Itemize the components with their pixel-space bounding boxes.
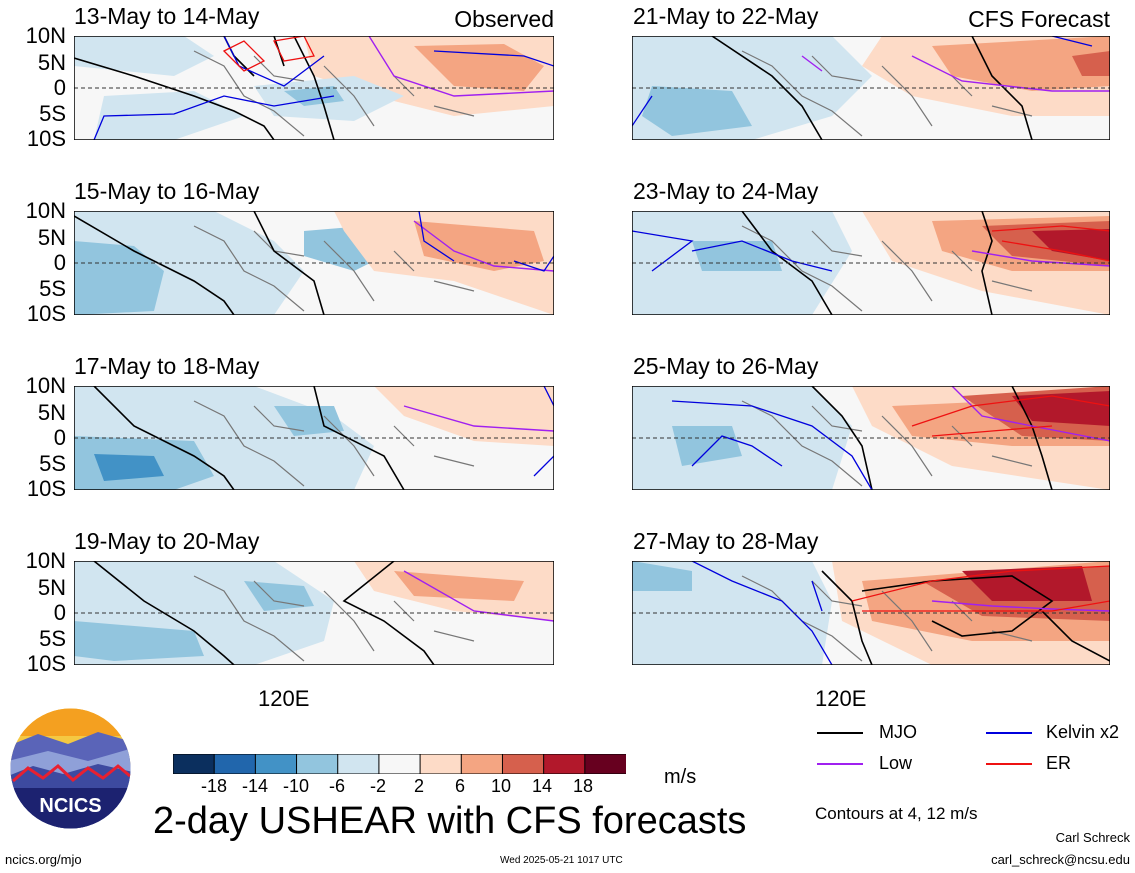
lat-label-10s: 10S [26,651,66,676]
lat-label-5s: 5S [39,451,66,476]
colorbar-swatch [378,753,422,775]
colorbar-units: m/s [664,766,697,788]
lat-label-5n: 5N [37,225,66,250]
map-panel-left-4 [74,561,554,665]
lat-label-0: 0 [53,600,66,625]
footer-site: ncics.org/mjo [5,852,82,867]
map-panel-right-1 [632,36,1110,140]
contours-note: Contours at 4, 12 m/s [815,804,978,823]
colorbar-swatch [172,753,216,775]
colorbar-swatch [460,753,504,775]
lat-label-10n: 10N [25,373,66,398]
legend-swatch-kelvin [986,732,1032,734]
legend-label-mjo: MJO [879,722,917,742]
panel-title-right-1: 21-May to 22-May [633,3,819,29]
cbar-label: -14 [241,776,268,796]
cbar-label: 6 [454,776,465,796]
panel-title-right-2: 23-May to 24-May [633,178,819,204]
observed-label: Observed [454,6,554,32]
lat-label-10n: 10N [25,548,66,573]
legend-swatch-mjo [817,732,863,734]
map-panel-left-3 [74,386,554,490]
footer-email: carl_schreck@ncsu.edu [991,852,1130,867]
legend-swatch-er [986,763,1032,765]
colorbar-swatch [543,753,586,775]
lat-label-10s: 10S [26,301,66,326]
ncics-logo: NCICS [10,708,131,829]
colorbar-swatch [337,753,380,775]
map-panel-right-3 [632,386,1110,490]
panel-title-left-3: 17-May to 18-May [74,353,260,379]
lat-label-5s: 5S [39,101,66,126]
lat-label-10n: 10N [25,23,66,48]
cbar-label: -10 [282,776,309,796]
lat-label-10s: 10S [26,476,66,501]
colorbar-labels: -18 -14 -10 -6 -2 2 6 10 14 18 [173,776,626,800]
colorbar-swatch [254,753,298,775]
colorbar-swatch [296,753,339,775]
map-panel-right-4 [632,561,1110,665]
map-panel-left-2 [74,211,554,315]
lat-label-0: 0 [53,425,66,450]
legend-label-low: Low [879,753,913,773]
lat-label-5n: 5N [37,50,66,75]
logo-text: NCICS [39,795,101,817]
colorbar-swatch [584,753,628,775]
map-panel-right-2 [632,211,1110,315]
lat-label-5s: 5S [39,626,66,651]
legend-label-kelvin: Kelvin x2 [1046,722,1120,742]
colorbar-swatch [501,753,545,775]
lat-label-0: 0 [53,250,66,275]
colorbar [172,753,628,775]
colorbar-swatch [419,753,463,775]
lat-label-10n: 10N [25,198,66,223]
cbar-label: 10 [490,776,512,796]
panel-title-left-1: 13-May to 14-May [74,3,260,29]
lat-label-5n: 5N [37,400,66,425]
lat-label-5s: 5S [39,276,66,301]
cbar-label: 18 [572,776,594,796]
colorbar-swatches [172,753,628,775]
main-title: 2-day USHEAR with CFS forecasts [153,800,747,842]
map-panel-left-1 [74,36,554,140]
lon-label-right: 120E [815,686,867,711]
panel-title-right-3: 25-May to 26-May [633,353,819,379]
cbar-label: -6 [328,776,345,796]
lat-label-0: 0 [53,75,66,100]
panel-title-left-4: 19-May to 20-May [74,528,260,554]
cbar-label: 2 [413,776,424,796]
cbar-label: -18 [200,776,227,796]
panel-title-left-2: 15-May to 16-May [74,178,260,204]
lat-label-10s: 10S [26,126,66,151]
cbar-label: 14 [531,776,553,796]
colorbar-swatch [213,753,257,775]
footer-timestamp: Wed 2025-05-21 1017 UTC [500,855,623,866]
cbar-label: -2 [369,776,386,796]
footer-author: Carl Schreck [1055,830,1130,845]
panel-title-right-4: 27-May to 28-May [633,528,819,554]
legend-swatch-low [817,763,863,765]
cfs-forecast-label: CFS Forecast [968,6,1110,32]
lat-label-5n: 5N [37,575,66,600]
lon-label-left: 120E [258,686,310,711]
legend-label-er: ER [1046,753,1072,773]
